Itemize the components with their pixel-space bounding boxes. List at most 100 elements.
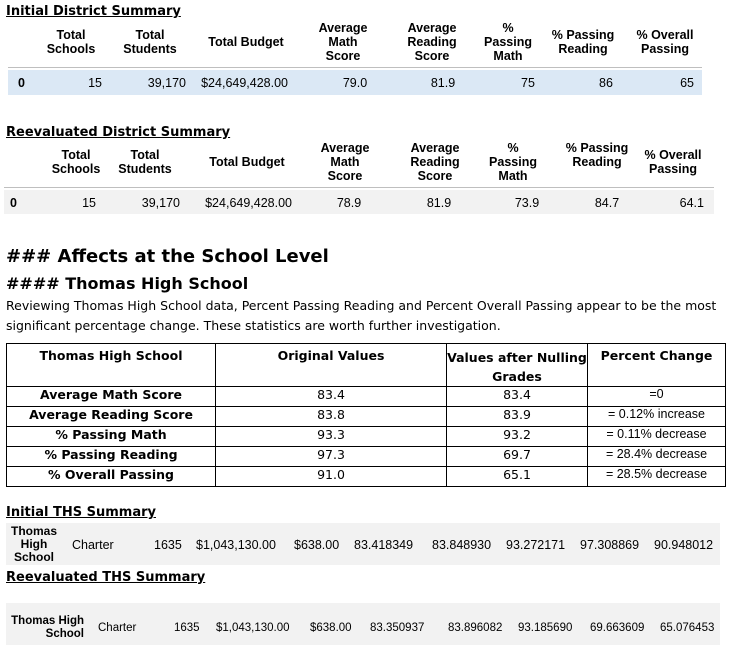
avg-reading-score: 83.896082: [448, 622, 503, 634]
table-row: % Overall Passing 91.0 65.1 = 28.5% decr…: [6, 466, 726, 487]
table-row: % Passing Math 93.3 93.2 = 0.11% decreas…: [6, 426, 726, 447]
table-row: % Passing Reading 97.3 69.7 = 28.4% decr…: [6, 446, 726, 467]
nulled-value: 65.1: [446, 466, 588, 487]
percent-change: =0: [587, 386, 726, 407]
total-students: 1635: [154, 538, 182, 552]
metric-label: Average Math Score: [6, 386, 216, 407]
avg-reading-score: 83.848930: [432, 538, 492, 552]
initial-ths-heading: Initial THS Summary: [6, 505, 156, 520]
table-row: Thomas High School Charter 1635 $1,043,1…: [6, 603, 720, 645]
analysis-paragraph: Reviewing Thomas High School data, Perce…: [6, 296, 726, 336]
total-budget: $1,043,130.00: [196, 538, 276, 552]
col-pct-reading: % Passing Reading: [565, 141, 629, 169]
col-pct-math: % Passing Math: [489, 141, 537, 183]
col-total-budget: Total Budget: [208, 35, 284, 49]
col-avg-reading: Average Reading Score: [407, 21, 457, 63]
header-percent-change: Percent Change: [587, 343, 726, 387]
table-row: Thomas High School Charter 1635 $1,043,1…: [6, 523, 720, 565]
table-header-row: Thomas High School Original Values Value…: [6, 343, 726, 387]
nulled-value: 83.4: [446, 386, 588, 407]
col-pct-overall: % Overall Passing: [636, 28, 694, 56]
school-type: Charter: [72, 538, 114, 552]
total-budget: $1,043,130.00: [216, 622, 290, 634]
header-after-nulling: Values after Nulling Grades: [446, 343, 588, 387]
nulled-value: 83.9: [446, 406, 588, 427]
col-total-students: Total Students: [118, 148, 172, 176]
per-student-budget: $638.00: [294, 538, 340, 552]
table-row: 0 15 39,170 $24,649,428.00 78.9 81.9 73.…: [4, 190, 714, 214]
reeval-ths-heading: Reevaluated THS Summary: [6, 570, 206, 585]
col-total-students: Total Students: [123, 28, 177, 56]
metric-label: Average Reading Score: [6, 406, 216, 427]
initial-district-heading: Initial District Summary: [6, 4, 181, 19]
cell-pct-overall: 64.1: [679, 196, 704, 210]
table-row: Average Math Score 83.4 83.4 =0: [6, 386, 726, 407]
col-avg-math: Average Math Score: [320, 141, 370, 183]
row-index: 0: [10, 196, 17, 210]
nulled-value: 69.7: [446, 446, 588, 467]
original-value: 83.4: [215, 386, 447, 407]
section-heading: ### Affects at the School Level: [6, 246, 329, 267]
original-value: 83.8: [215, 406, 447, 427]
comparison-table: Thomas High School Original Values Value…: [6, 343, 726, 487]
percent-change: = 0.12% increase: [587, 406, 726, 427]
school-name: Thomas High School: [11, 615, 84, 640]
pct-overall-passing: 90.948012: [654, 538, 714, 552]
reeval-district-heading: Reevaluated District Summary: [6, 125, 231, 140]
cell-avg-reading: 81.9: [430, 76, 456, 90]
cell-total-students: 39,170: [141, 196, 180, 210]
avg-math-score: 83.350937: [370, 622, 425, 634]
cell-pct-reading: 86: [599, 76, 613, 90]
school-type: Charter: [98, 622, 137, 634]
col-pct-math: % Passing Math: [484, 21, 532, 63]
metric-label: % Passing Reading: [6, 446, 216, 467]
original-value: 97.3: [215, 446, 447, 467]
header-original: Original Values: [215, 343, 447, 387]
original-value: 91.0: [215, 466, 447, 487]
paragraph-line: significant percentage change. These sta…: [6, 318, 501, 333]
cell-pct-math: 75: [521, 76, 535, 90]
cell-total-budget: $24,649,428.00: [201, 76, 288, 90]
cell-pct-reading: 84.7: [594, 196, 620, 210]
cell-pct-math: 73.9: [514, 196, 540, 210]
col-pct-overall: % Overall Passing: [644, 148, 702, 176]
percent-change: = 28.5% decrease: [587, 466, 726, 487]
pct-passing-math: 93.272171: [506, 538, 566, 552]
school-name: Thomas High School: [10, 524, 57, 564]
header-school: Thomas High School: [6, 343, 216, 387]
pct-passing-reading: 69.663609: [590, 622, 645, 634]
header-divider: [4, 187, 714, 188]
col-total-schools: Total Schools: [46, 28, 96, 56]
col-total-budget: Total Budget: [209, 155, 285, 169]
per-student-budget: $638.00: [310, 622, 352, 634]
nulled-value: 93.2: [446, 426, 588, 447]
avg-math-score: 83.418349: [354, 538, 414, 552]
cell-total-schools: 15: [82, 196, 96, 210]
pct-overall-passing: 65.076453: [660, 622, 715, 634]
paragraph-line: Reviewing Thomas High School data, Perce…: [6, 298, 717, 313]
cell-total-students: 39,170: [147, 76, 186, 90]
col-avg-reading: Average Reading Score: [410, 141, 460, 183]
cell-avg-reading: 81.9: [426, 196, 452, 210]
cell-avg-math: 78.9: [336, 196, 362, 210]
col-avg-math: Average Math Score: [318, 21, 368, 63]
metric-label: % Overall Passing: [6, 466, 216, 487]
col-total-schools: Total Schools: [51, 148, 101, 176]
table-row: 0 15 39,170 $24,649,428.00 79.0 81.9 75 …: [8, 70, 702, 95]
col-pct-reading: % Passing Reading: [551, 28, 615, 56]
cell-pct-overall: 65: [680, 76, 694, 90]
percent-change: = 28.4% decrease: [587, 446, 726, 467]
total-students: 1635: [174, 622, 200, 634]
cell-total-schools: 15: [88, 76, 102, 90]
table-row: Average Reading Score 83.8 83.9 = 0.12% …: [6, 406, 726, 427]
cell-total-budget: $24,649,428.00: [205, 196, 292, 210]
subsection-heading: #### Thomas High School: [6, 274, 249, 293]
row-index: 0: [18, 76, 25, 90]
pct-passing-reading: 97.308869: [580, 538, 640, 552]
pct-passing-math: 93.185690: [518, 622, 573, 634]
metric-label: % Passing Math: [6, 426, 216, 447]
cell-avg-math: 79.0: [342, 76, 368, 90]
percent-change: = 0.11% decrease: [587, 426, 726, 447]
header-divider: [8, 67, 702, 68]
original-value: 93.3: [215, 426, 447, 447]
